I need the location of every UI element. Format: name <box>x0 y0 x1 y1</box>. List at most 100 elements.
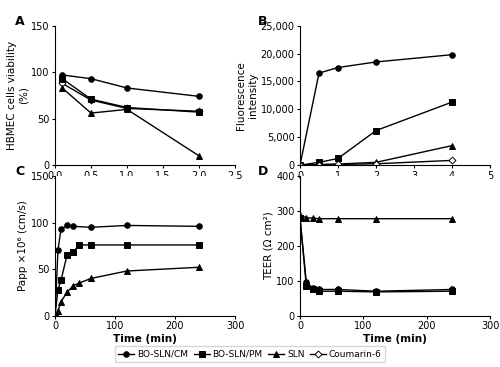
Line: Coumarin-6: Coumarin-6 <box>60 81 202 114</box>
BO-SLN/CM <box>70 224 76 229</box>
BO-SLN/CM <box>52 313 58 318</box>
Line: BO-SLN/PM: BO-SLN/PM <box>297 99 455 168</box>
BO-SLN/PM <box>52 313 58 318</box>
Coumarin-6 <box>196 109 202 113</box>
BO-SLN/CM <box>304 280 310 285</box>
Line: SLN: SLN <box>60 85 202 159</box>
BO-SLN/PM <box>316 160 322 164</box>
BO-SLN/CM <box>316 287 322 292</box>
Line: BO-SLN/PM: BO-SLN/PM <box>60 76 202 115</box>
BO-SLN/PM <box>76 243 82 247</box>
BO-SLN/PM <box>373 290 379 294</box>
SLN <box>88 111 94 115</box>
Coumarin-6 <box>124 106 130 110</box>
SLN <box>196 265 202 269</box>
BO-SLN/PM <box>70 250 76 255</box>
BO-SLN/CM <box>297 216 303 220</box>
SLN <box>124 269 130 273</box>
BO-SLN/PM <box>196 243 202 247</box>
BO-SLN/CM <box>88 225 94 229</box>
Y-axis label: TEER (Ω cm²): TEER (Ω cm²) <box>263 211 273 280</box>
Line: SLN: SLN <box>52 265 202 319</box>
Coumarin-6 <box>297 163 303 167</box>
BO-SLN/CM <box>55 247 61 252</box>
BO-SLN/CM <box>59 73 65 77</box>
BO-SLN/PM <box>58 278 64 283</box>
Coumarin-6 <box>373 161 379 166</box>
SLN <box>196 154 202 158</box>
X-axis label: Time (min): Time (min) <box>113 334 177 344</box>
Line: SLN: SLN <box>297 212 455 221</box>
BO-SLN/CM <box>335 65 341 70</box>
Y-axis label: HBMEC cells viability
(%): HBMEC cells viability (%) <box>6 41 28 150</box>
SLN <box>88 276 94 281</box>
BO-SLN/PM <box>55 287 61 292</box>
X-axis label: Concentration (mg/mL): Concentration (mg/mL) <box>77 184 213 193</box>
BO-SLN/PM <box>373 128 379 133</box>
SLN <box>64 290 70 295</box>
BO-SLN/CM <box>196 224 202 229</box>
SLN <box>124 107 130 112</box>
SLN <box>335 217 341 221</box>
BO-SLN/CM <box>373 289 379 294</box>
BO-SLN/CM <box>58 227 64 231</box>
BO-SLN/CM <box>88 76 94 81</box>
Legend: BO-SLN/CM, BO-SLN/PM, SLN, Coumarin-6: BO-SLN/CM, BO-SLN/PM, SLN, Coumarin-6 <box>114 346 386 363</box>
BO-SLN/PM <box>124 243 130 247</box>
SLN <box>373 160 379 164</box>
BO-SLN/CM <box>449 52 455 57</box>
SLN <box>449 217 455 221</box>
SLN <box>335 162 341 166</box>
BO-SLN/PM <box>304 284 310 288</box>
BO-SLN/PM <box>196 110 202 115</box>
SLN <box>304 216 310 220</box>
SLN <box>449 143 455 148</box>
SLN <box>55 309 61 313</box>
BO-SLN/CM <box>124 86 130 90</box>
SLN <box>316 217 322 221</box>
BO-SLN/CM <box>335 287 341 292</box>
BO-SLN/PM <box>124 105 130 110</box>
BO-SLN/PM <box>297 163 303 167</box>
X-axis label: Time (min): Time (min) <box>363 334 427 344</box>
BO-SLN/PM <box>64 253 70 257</box>
Text: B: B <box>258 15 268 28</box>
BO-SLN/CM <box>310 286 316 290</box>
BO-SLN/PM <box>310 287 316 292</box>
BO-SLN/CM <box>196 94 202 99</box>
BO-SLN/CM <box>124 223 130 228</box>
Text: C: C <box>16 165 24 178</box>
BO-SLN/CM <box>297 163 303 167</box>
Line: Coumarin-6: Coumarin-6 <box>298 158 454 168</box>
BO-SLN/PM <box>449 100 455 104</box>
BO-SLN/CM <box>449 287 455 292</box>
Line: BO-SLN/CM: BO-SLN/CM <box>297 215 455 294</box>
SLN <box>52 313 58 318</box>
Y-axis label: Papp ×10⁶ (cm/s): Papp ×10⁶ (cm/s) <box>18 200 28 291</box>
Text: D: D <box>258 165 268 178</box>
SLN <box>76 281 82 285</box>
BO-SLN/CM <box>316 71 322 75</box>
SLN <box>316 162 322 167</box>
Line: BO-SLN/PM: BO-SLN/PM <box>297 215 455 295</box>
Line: SLN: SLN <box>297 143 455 168</box>
Line: BO-SLN/CM: BO-SLN/CM <box>60 72 202 99</box>
SLN <box>58 299 64 304</box>
BO-SLN/PM <box>59 76 65 81</box>
Coumarin-6 <box>449 158 455 163</box>
SLN <box>373 217 379 221</box>
SLN <box>59 86 65 90</box>
BO-SLN/PM <box>335 156 341 161</box>
Line: BO-SLN/CM: BO-SLN/CM <box>297 52 455 168</box>
Text: A: A <box>16 15 25 28</box>
Coumarin-6 <box>88 98 94 102</box>
Line: BO-SLN/PM: BO-SLN/PM <box>52 242 202 319</box>
BO-SLN/PM <box>297 216 303 220</box>
Coumarin-6 <box>335 162 341 167</box>
BO-SLN/CM <box>64 223 70 228</box>
BO-SLN/PM <box>88 97 94 101</box>
SLN <box>297 212 303 217</box>
SLN <box>70 284 76 288</box>
BO-SLN/PM <box>449 289 455 294</box>
Coumarin-6 <box>316 163 322 167</box>
